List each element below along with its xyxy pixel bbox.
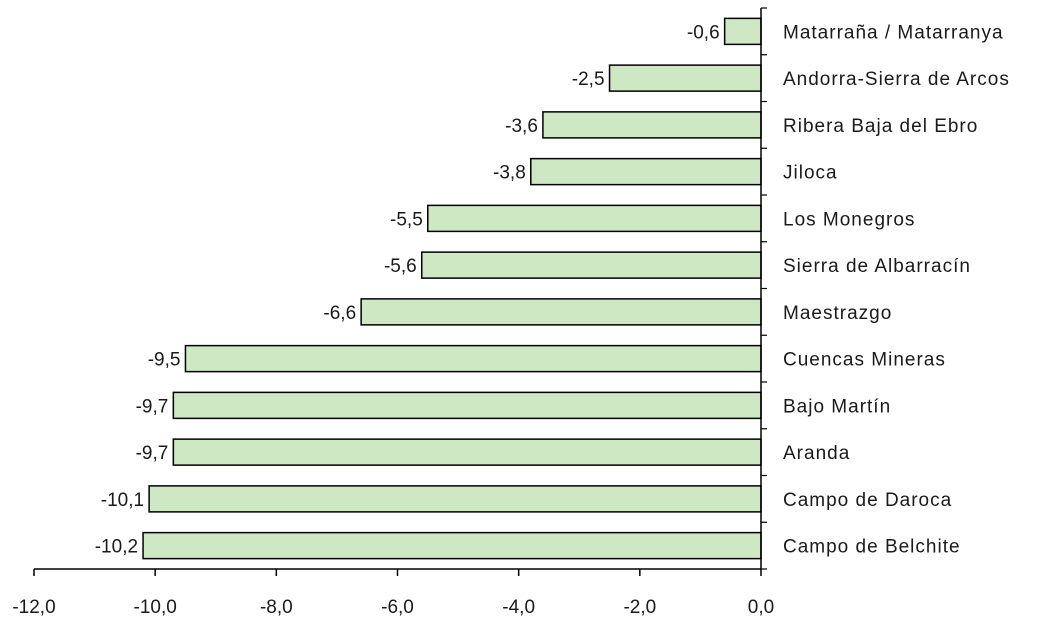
x-tick-label: -10,0	[134, 597, 177, 618]
category-label: Campo de Belchite	[783, 537, 961, 558]
value-label: -3,8	[493, 163, 526, 184]
value-label: -10,2	[95, 537, 138, 558]
value-label: -0,6	[687, 22, 720, 43]
category-label: Andorra-Sierra de Arcos	[783, 69, 1010, 90]
category-label: Matarraña / Matarranya	[783, 22, 1004, 43]
bar	[542, 111, 762, 139]
x-axis: -12,0 -10,0 -8,0 -6,0 -4,0 -2,0 0,0	[12, 568, 774, 618]
value-label: -3,6	[505, 116, 538, 137]
x-tick-label: -4,0	[502, 597, 535, 618]
bar	[420, 251, 762, 279]
bar	[427, 204, 762, 233]
category-labels-group: Matarraña / Matarranya Andorra-Sierra de …	[783, 22, 1010, 558]
category-label: Los Monegros	[783, 209, 915, 230]
category-label: Bajo Martín	[783, 396, 891, 417]
x-tick-label: -8,0	[260, 597, 293, 618]
value-label: -9,5	[148, 350, 181, 371]
category-label: Cuencas Mineras	[783, 350, 946, 371]
bar	[530, 157, 762, 186]
category-label: Campo de Daroca	[783, 490, 952, 511]
bar	[608, 64, 762, 92]
value-label: -9,7	[136, 443, 169, 464]
value-labels-group: -0,6 -2,5 -3,6 -3,8 -5,5 -5,6 -6,6 -9,5 -9,7 -9,7…	[95, 22, 720, 557]
bar	[148, 485, 762, 513]
bar	[360, 298, 762, 326]
value-label: -2,5	[572, 69, 605, 90]
bar	[723, 17, 762, 46]
category-label: Aranda	[783, 443, 850, 464]
bar	[172, 438, 762, 466]
value-label: -5,5	[390, 209, 423, 230]
bars-group	[142, 17, 762, 560]
value-label: -6,6	[323, 303, 356, 324]
bar	[184, 344, 762, 373]
x-tick-label: -6,0	[381, 597, 414, 618]
value-label: -5,6	[384, 256, 417, 277]
category-label: Ribera Baja del Ebro	[783, 116, 978, 137]
y-axis	[760, 7, 767, 570]
category-label: Maestrazgo	[783, 303, 892, 324]
category-label: Sierra de Albarracín	[783, 256, 971, 277]
bar	[142, 531, 762, 560]
x-tick-label: -2,0	[623, 597, 656, 618]
x-tick-label: -12,0	[12, 597, 55, 618]
value-label: -10,1	[101, 490, 144, 511]
category-label: Jiloca	[783, 163, 838, 184]
x-tick-label: 0,0	[748, 597, 774, 618]
value-label: -9,7	[136, 396, 169, 417]
bar	[172, 391, 762, 420]
